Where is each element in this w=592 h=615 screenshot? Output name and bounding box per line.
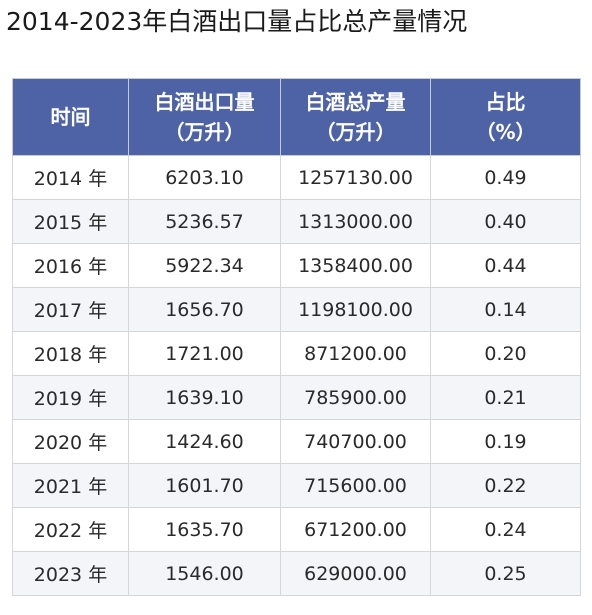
cell-export: 1639.10 (128, 375, 281, 420)
cell-export: 1635.70 (128, 507, 281, 552)
cell-production: 1313000.00 (280, 199, 431, 244)
table-row: 2016 年 5922.34 1358400.00 0.44 (12, 243, 581, 288)
cell-year: 2015 年 (12, 199, 129, 244)
cell-year: 2014 年 (12, 155, 129, 200)
cell-year: 2023 年 (12, 551, 129, 596)
header-ratio-unit: （%） (475, 120, 536, 144)
header-export: 白酒出口量 （万升） (128, 78, 281, 156)
cell-production: 1198100.00 (280, 287, 431, 332)
cell-production: 785900.00 (280, 375, 431, 420)
header-ratio: 占比 （%） (430, 78, 581, 156)
cell-production: 1358400.00 (280, 243, 431, 288)
cell-production: 715600.00 (280, 463, 431, 508)
cell-ratio: 0.44 (430, 243, 581, 288)
cell-ratio: 0.24 (430, 507, 581, 552)
cell-export: 1601.70 (128, 463, 281, 508)
cell-production: 871200.00 (280, 331, 431, 376)
header-time-label: 时间 (50, 105, 91, 129)
cell-export: 5922.34 (128, 243, 281, 288)
cell-export: 5236.57 (128, 199, 281, 244)
table-body: 2014 年 6203.10 1257130.00 0.49 2015 年 5236.57… (12, 155, 581, 596)
page-title: 2014-2023年白酒出口量占比总产量情况 (6, 7, 468, 36)
cell-export: 1656.70 (128, 287, 281, 332)
cell-export: 6203.10 (128, 155, 281, 200)
cell-year: 2021 年 (12, 463, 129, 508)
header-production: 白酒总产量 （万升） (280, 78, 431, 156)
header-time: 时间 (12, 78, 129, 156)
header-row: 时间 白酒出口量 （万升） 白酒总产量 （万升） 占比 （%） (12, 78, 581, 156)
table-row: 2022 年 1635.70 671200.00 0.24 (12, 507, 581, 552)
cell-production: 629000.00 (280, 551, 431, 596)
cell-ratio: 0.22 (430, 463, 581, 508)
cell-ratio: 0.40 (430, 199, 581, 244)
cell-year: 2022 年 (12, 507, 129, 552)
header-ratio-label: 占比 (485, 90, 526, 114)
cell-ratio: 0.14 (430, 287, 581, 332)
cell-export: 1424.60 (128, 419, 281, 464)
cell-production: 671200.00 (280, 507, 431, 552)
cell-ratio: 0.25 (430, 551, 581, 596)
cell-year: 2020 年 (12, 419, 129, 464)
cell-production: 1257130.00 (280, 155, 431, 200)
cell-year: 2018 年 (12, 331, 129, 376)
header-production-label: 白酒总产量 (305, 90, 406, 114)
table-row: 2019 年 1639.10 785900.00 0.21 (12, 375, 581, 420)
header-export-label: 白酒出口量 (154, 90, 255, 114)
cell-year: 2017 年 (12, 287, 129, 332)
cell-export: 1546.00 (128, 551, 281, 596)
cell-ratio: 0.21 (430, 375, 581, 420)
cell-export: 1721.00 (128, 331, 281, 376)
table-header: 时间 白酒出口量 （万升） 白酒总产量 （万升） 占比 （%） (12, 78, 581, 156)
cell-production: 740700.00 (280, 419, 431, 464)
header-export-unit: （万升） (164, 120, 245, 144)
table-row: 2017 年 1656.70 1198100.00 0.14 (12, 287, 581, 332)
table-row: 2014 年 6203.10 1257130.00 0.49 (12, 155, 581, 200)
cell-ratio: 0.19 (430, 419, 581, 464)
data-table: 时间 白酒出口量 （万升） 白酒总产量 （万升） 占比 （%） 2014 年 62… (12, 78, 581, 596)
cell-year: 2016 年 (12, 243, 129, 288)
header-production-unit: （万升） (315, 120, 396, 144)
cell-year: 2019 年 (12, 375, 129, 420)
table-row: 2023 年 1546.00 629000.00 0.25 (12, 551, 581, 596)
cell-ratio: 0.20 (430, 331, 581, 376)
cell-ratio: 0.49 (430, 155, 581, 200)
table-row: 2020 年 1424.60 740700.00 0.19 (12, 419, 581, 464)
table-row: 2021 年 1601.70 715600.00 0.22 (12, 463, 581, 508)
table-row: 2018 年 1721.00 871200.00 0.20 (12, 331, 581, 376)
table-row: 2015 年 5236.57 1313000.00 0.40 (12, 199, 581, 244)
